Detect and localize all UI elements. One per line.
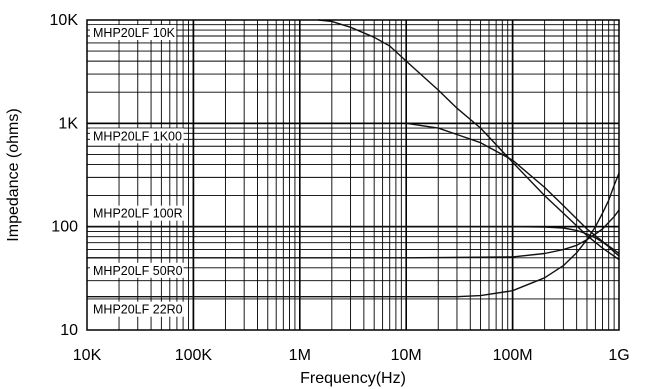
x-tick-label: 100K <box>175 347 213 364</box>
series-line <box>87 225 620 257</box>
x-tick-label: 1M <box>289 347 311 364</box>
series-label-bg <box>90 205 184 221</box>
series-line <box>318 19 620 261</box>
x-tick-label: 1G <box>608 347 629 364</box>
x-axis-title: Frequency(Hz) <box>300 370 406 387</box>
series-label: MHP20LF 1K00 <box>93 129 182 143</box>
y-axis-title: Impedance (ohms) <box>5 108 22 241</box>
x-tick-label: 100M <box>493 347 533 364</box>
grid-lines <box>87 20 619 330</box>
series-label-bg <box>90 301 184 317</box>
series-label: MHP20LF 10K <box>93 26 176 40</box>
y-tick-label: 100 <box>51 219 78 236</box>
series-label: MHP20LF 100R <box>93 207 183 221</box>
x-tick-label: 10M <box>391 347 422 364</box>
series-lines <box>87 19 620 298</box>
series-label-bg <box>90 25 177 40</box>
series-label-bg <box>90 128 184 144</box>
series-label: MHP20LF 22R0 <box>93 303 183 317</box>
y-tick-label: 1K <box>58 115 78 132</box>
series-label: MHP20LF 50R0 <box>93 264 183 278</box>
series-line <box>87 209 620 259</box>
series-label-bg <box>90 262 184 278</box>
x-tick-label: 10K <box>73 347 102 364</box>
series-line <box>87 172 620 298</box>
y-tick-label: 10K <box>50 12 79 29</box>
y-tick-label: 10 <box>60 322 78 339</box>
y-tick-labels: 10 100 1K 10K <box>50 12 79 339</box>
x-tick-labels: 10K 100K 1M 10M 100M 1G <box>73 347 630 364</box>
plot-frame <box>86 19 620 331</box>
series-labels: MHP20LF 10K MHP20LF 1K00 MHP20LF 100R MHP20… <box>90 25 184 317</box>
